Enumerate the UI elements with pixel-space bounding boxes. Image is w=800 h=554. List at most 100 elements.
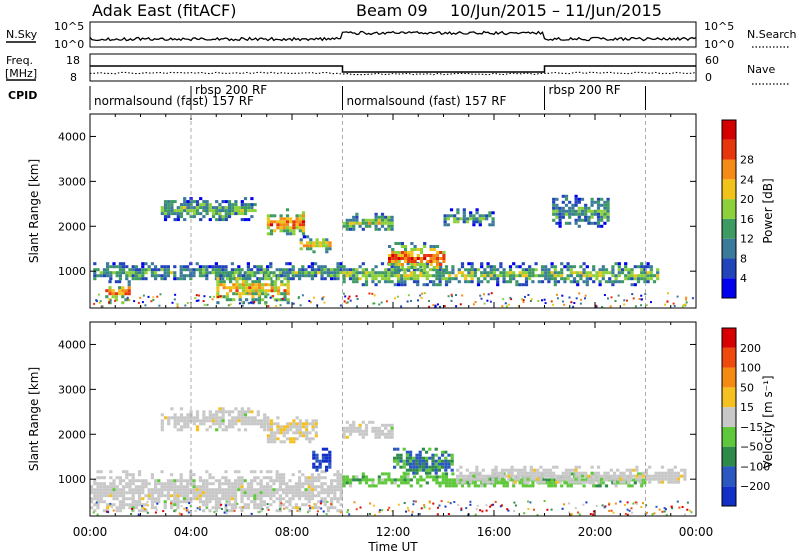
heatmap-cell bbox=[256, 271, 260, 275]
heatmap-cell bbox=[121, 292, 125, 296]
heatmap-cell bbox=[248, 286, 252, 290]
heatmap-cell bbox=[243, 491, 247, 495]
heatmap-cell bbox=[570, 514, 572, 516]
heatmap-cell bbox=[183, 507, 186, 510]
heatmap-cell bbox=[552, 303, 555, 306]
heatmap-cell bbox=[336, 497, 340, 501]
heatmap-cell bbox=[449, 502, 452, 505]
heatmap-cell bbox=[587, 206, 591, 210]
heatmap-cell bbox=[641, 471, 645, 475]
heatmap-cell bbox=[569, 271, 573, 275]
heatmap-cell bbox=[246, 485, 250, 489]
heatmap-cell bbox=[457, 280, 461, 284]
heatmap-cell bbox=[295, 422, 299, 426]
heatmap-cell bbox=[291, 271, 295, 275]
heatmap-cell bbox=[218, 422, 222, 426]
heatmap-cell bbox=[348, 274, 353, 278]
heatmap-cell bbox=[301, 485, 305, 489]
heatmap-cell bbox=[584, 209, 588, 213]
heatmap-cell bbox=[131, 277, 135, 281]
heatmap-cell bbox=[118, 494, 122, 498]
heatmap-cell bbox=[304, 482, 308, 486]
heatmap-cell bbox=[548, 468, 553, 472]
heatmap-cell bbox=[355, 274, 359, 278]
heatmap-cell bbox=[315, 244, 319, 248]
heatmap-cell bbox=[253, 203, 257, 207]
heatmap-cell bbox=[166, 271, 170, 275]
heatmap-cell bbox=[150, 274, 154, 278]
heatmap-cell bbox=[276, 425, 280, 429]
heatmap-cell bbox=[428, 268, 433, 272]
heatmap-cell bbox=[144, 482, 148, 486]
heatmap-cell bbox=[512, 478, 516, 482]
heatmap-cell bbox=[390, 224, 394, 228]
heatmap-cell bbox=[182, 268, 186, 272]
heatmap-cell bbox=[125, 265, 129, 269]
heatmap-cell bbox=[269, 419, 274, 423]
heatmap-cell bbox=[524, 277, 529, 281]
heatmap-cell bbox=[336, 277, 340, 281]
heatmap-cell bbox=[361, 478, 365, 482]
heatmap-cell bbox=[305, 422, 309, 426]
heatmap-cell bbox=[673, 474, 677, 478]
heatmap-cell bbox=[403, 277, 407, 281]
heatmap-cell bbox=[612, 477, 617, 481]
heatmap-cell bbox=[412, 503, 415, 506]
heatmap-cell bbox=[157, 482, 161, 486]
heatmap-cell bbox=[596, 215, 601, 219]
heatmap-cell bbox=[368, 271, 372, 275]
heatmap-cell bbox=[246, 482, 250, 486]
heatmap-cell bbox=[326, 509, 330, 513]
heatmap-cell bbox=[128, 274, 132, 278]
heatmap-cell bbox=[574, 465, 578, 469]
heatmap-cell bbox=[276, 416, 280, 420]
heatmap-cell bbox=[147, 265, 151, 269]
heatmap-cell bbox=[571, 212, 575, 216]
heatmap-cell bbox=[118, 286, 122, 290]
heatmap-cell bbox=[502, 280, 506, 284]
heatmap-cell bbox=[590, 477, 594, 481]
heatmap-cell bbox=[266, 268, 270, 272]
heatmap-cell bbox=[157, 479, 161, 483]
heatmap-cell bbox=[163, 482, 167, 486]
heatmap-cell bbox=[472, 477, 476, 481]
heatmap-cell bbox=[325, 468, 329, 472]
heatmap-cell bbox=[227, 410, 232, 414]
heatmap-cell bbox=[221, 428, 225, 432]
heatmap-cell bbox=[416, 274, 420, 278]
heatmap-cell bbox=[478, 477, 482, 481]
heatmap-cell bbox=[315, 238, 319, 242]
heatmap-cell bbox=[211, 476, 215, 480]
heatmap-cell bbox=[572, 280, 577, 284]
heatmap-cell bbox=[186, 479, 190, 483]
heatmap-cell bbox=[261, 292, 265, 296]
heatmap-cell bbox=[374, 271, 378, 275]
heatmap-cell bbox=[371, 271, 375, 275]
heatmap-cell bbox=[603, 203, 607, 207]
heatmap-cell bbox=[612, 471, 617, 475]
heatmap-cell bbox=[237, 268, 241, 272]
heatmap-cell bbox=[185, 509, 188, 512]
heatmap-cell bbox=[186, 500, 190, 504]
heatmap-cell bbox=[122, 500, 126, 504]
heatmap-cell bbox=[387, 224, 391, 228]
heatmap-cell bbox=[115, 506, 119, 510]
heatmap-cell bbox=[224, 482, 228, 486]
heatmap-cell bbox=[225, 504, 227, 507]
heatmap-cell bbox=[333, 506, 337, 510]
heatmap-cell bbox=[536, 468, 540, 472]
heatmap-cell bbox=[358, 265, 362, 269]
heatmap-cell bbox=[282, 226, 286, 230]
heatmap-cell bbox=[623, 303, 626, 306]
heatmap-cell bbox=[192, 422, 196, 426]
heatmap-cell bbox=[574, 194, 578, 198]
heatmap-cell bbox=[431, 468, 435, 472]
heatmap-cell bbox=[384, 423, 388, 427]
heatmap-cell bbox=[283, 298, 287, 302]
heatmap-cell bbox=[138, 497, 142, 501]
heatmap-cell bbox=[253, 416, 257, 420]
heatmap-cell bbox=[446, 217, 450, 221]
heatmap-cell bbox=[215, 212, 219, 216]
heatmap-cell bbox=[301, 271, 305, 275]
heatmap-cell bbox=[163, 206, 168, 210]
